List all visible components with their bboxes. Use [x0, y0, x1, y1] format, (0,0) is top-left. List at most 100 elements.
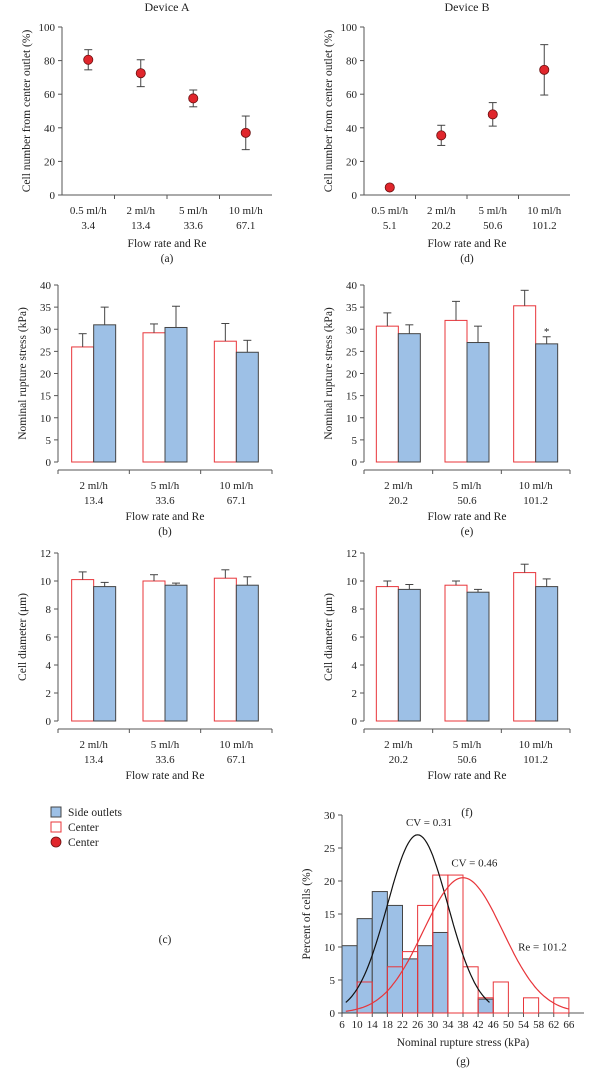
histogram-bin-center: [523, 997, 540, 1014]
panel-label: (f): [461, 807, 473, 819]
x-tick-label: 6: [339, 1019, 345, 1031]
y-tick-label: 8: [46, 604, 52, 616]
x-tick-label: 2 ml/h: [79, 739, 108, 751]
bar-side-outlets: [397, 588, 421, 722]
y-tick-label: 10: [346, 413, 358, 425]
x-tick-label-re: 101.2: [523, 754, 548, 766]
y-tick-label: 15: [40, 391, 52, 403]
x-tick-label: 5 ml/h: [151, 480, 180, 492]
y-tick-label: 8: [352, 604, 358, 616]
data-point: [188, 93, 199, 104]
x-tick-label: 62: [548, 1019, 559, 1031]
histogram-bin-side-outlets: [341, 945, 358, 1014]
panel-label: (g): [456, 1056, 470, 1068]
bar-side-outlets: [397, 333, 421, 463]
histogram-bin-side-outlets: [417, 945, 434, 1014]
bar-side-outlets: [235, 351, 259, 463]
x-tick-label-re: 101.2: [532, 220, 557, 232]
x-tick-label-re: 50.6: [457, 754, 477, 766]
y-tick-label: 15: [346, 391, 358, 403]
x-tick-label: 10: [352, 1019, 364, 1031]
y-tick-label: 5: [330, 975, 336, 987]
x-tick-label: 58: [533, 1019, 545, 1031]
y-tick-label: 0: [352, 190, 358, 202]
legend-swatch-center-dot: [50, 836, 62, 848]
x-tick-label-re: 33.6: [184, 220, 204, 232]
data-point: [135, 68, 146, 79]
histogram-bin-center: [447, 874, 464, 1014]
x-tick-label: 2 ml/h: [79, 480, 108, 492]
x-tick-label-re: 20.2: [432, 220, 451, 232]
error-bar: [474, 325, 482, 343]
error-bar: [78, 333, 87, 347]
histogram-bin-side-outlets: [356, 918, 373, 1014]
x-tick-label: 30: [427, 1019, 439, 1031]
bar-side-outlets: [535, 343, 559, 463]
panel-label: (d): [460, 253, 474, 265]
data-point: [240, 127, 251, 138]
bar-center: [444, 584, 468, 722]
y-tick-label: 100: [39, 22, 56, 34]
data-point: [384, 182, 395, 193]
y-tick-label: 6: [46, 632, 52, 644]
x-tick-label-re: 50.6: [483, 220, 503, 232]
x-tick-label-re: 67.1: [227, 495, 246, 507]
error-bar: [100, 306, 109, 325]
error-bar: [405, 324, 414, 334]
x-tick-label-re: 20.2: [389, 495, 408, 507]
error-bar: [542, 578, 551, 587]
y-axis-label: Percent of cells (%): [301, 868, 313, 959]
x-axis-label: Flow rate and Re: [428, 511, 507, 523]
x-tick-label: 5 ml/h: [179, 205, 208, 217]
panel-label: (c): [159, 934, 172, 946]
histogram-bin-side-outlets: [386, 904, 403, 1014]
legend-swatch-center: [50, 821, 62, 833]
y-tick-label: 30: [346, 324, 358, 336]
error-bar: [474, 588, 482, 593]
bar-side-outlets: [535, 586, 559, 722]
y-tick-label: 20: [40, 369, 52, 381]
x-axis-label: Nominal rupture stress (kPa): [397, 1037, 530, 1049]
y-tick-label: 0: [352, 457, 358, 469]
x-tick-label: 10 ml/h: [527, 205, 561, 217]
bar-center: [213, 340, 237, 463]
y-tick-label: 5: [46, 435, 52, 447]
data-point: [436, 130, 447, 141]
error-bar: [150, 323, 158, 333]
x-tick-label-re: 33.6: [155, 495, 175, 507]
bar-center: [71, 346, 95, 463]
error-bar: [78, 571, 87, 580]
histogram-bin-center: [492, 981, 509, 1014]
y-tick-label: 2: [352, 688, 358, 700]
y-tick-label: 20: [324, 876, 336, 888]
bar-center: [375, 586, 399, 722]
y-tick-label: 60: [346, 89, 358, 101]
y-tick-label: 20: [346, 369, 358, 381]
x-tick-label: 10 ml/h: [519, 739, 553, 751]
error-bar: [221, 322, 230, 342]
legend-label: Side outlets: [68, 807, 123, 819]
y-axis-label: Cell diameter (μm): [17, 593, 29, 681]
y-tick-label: 0: [46, 457, 52, 469]
y-tick-label: 80: [44, 56, 56, 68]
x-axis-label: Flow rate and Re: [128, 238, 207, 250]
y-tick-label: 4: [46, 660, 52, 672]
y-tick-label: 35: [346, 302, 358, 314]
chart-title: Device A: [145, 0, 190, 14]
y-tick-label: 0: [46, 716, 52, 728]
y-tick-label: 15: [324, 909, 336, 921]
chart-f: 0 2 4 6 8 10 12 Cell diameter (μm) 2 ml/h 20.2 5 m…: [323, 548, 571, 819]
y-tick-label: 25: [40, 346, 52, 358]
x-tick-label: 46: [488, 1019, 500, 1031]
y-axis-label: Cell number from center outlet (%): [323, 30, 335, 193]
bar-center: [71, 579, 95, 722]
x-tick-label: 0.5 ml/h: [371, 205, 408, 217]
x-tick-label-re: 5.1: [383, 220, 397, 232]
histogram-bin-side-outlets: [432, 931, 449, 1014]
panel-label: (a): [161, 253, 174, 265]
normal-fit-curve-center: [345, 877, 570, 1012]
chart-b: 0 5 10 15 20 25 30 35 40 Nominal rupture stress (…: [17, 280, 273, 538]
x-tick-label: 66: [563, 1019, 575, 1031]
